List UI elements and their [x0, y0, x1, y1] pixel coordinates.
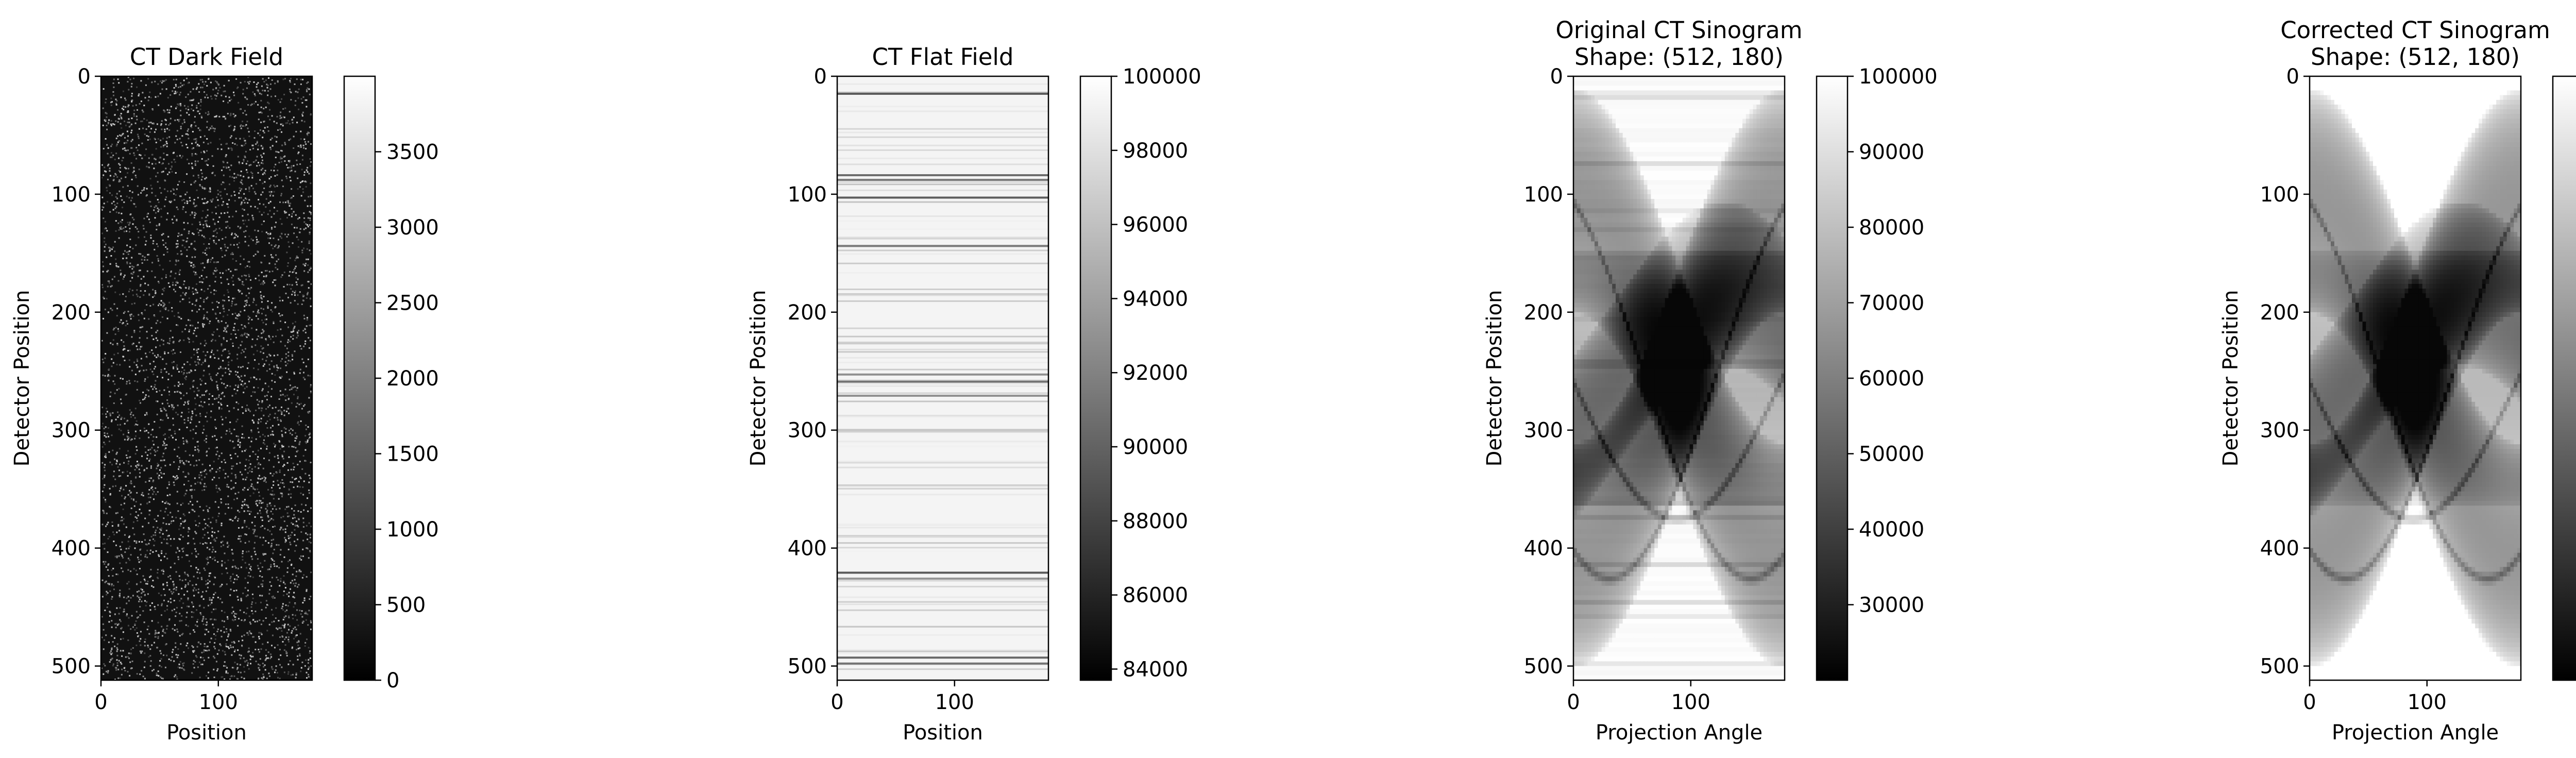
heatmap-image	[837, 76, 1048, 680]
colorbar-tick-label: 40000	[1859, 518, 1924, 542]
colorbar-tick-label: 86000	[1123, 584, 1188, 608]
colorbar: 30000 40000 50000 60000 70000 80000 90000 10000…	[1816, 65, 1938, 681]
colorbar-tick-label: 90000	[1123, 435, 1188, 459]
y-axis-label: Detector Position	[10, 290, 34, 467]
x-tick-label: 100	[935, 690, 974, 714]
heatmap-image	[1573, 76, 1785, 681]
colorbar-tick-label: 3000	[386, 216, 439, 240]
x-tick-label: 0	[2303, 690, 2316, 714]
colorbar-tick-label: 88000	[1123, 510, 1188, 533]
chart-title: Original CT Sinogram	[1555, 16, 1802, 44]
colorbar-tick-label: 84000	[1123, 658, 1188, 681]
colorbar-tick-label: 30000	[1859, 594, 1924, 617]
y-tick-label: 500	[52, 655, 91, 679]
y-tick-label: 300	[1524, 419, 1563, 443]
y-tick-label: 200	[1524, 301, 1563, 325]
colorbar-tick-label: 0	[386, 669, 399, 693]
y-tick-label: 400	[2260, 537, 2299, 561]
colorbar-gradient	[2552, 75, 2576, 681]
colorbar-tick-label: 3500	[386, 141, 439, 164]
axes-frame	[836, 75, 1049, 681]
colorbar-gradient	[343, 75, 376, 681]
axes-frame	[1572, 75, 1786, 681]
colorbar-gradient	[1079, 75, 1112, 681]
y-axis-label: Detector Position	[747, 290, 770, 467]
colorbar: 0 500 1000 1500 2000 2500 3000 3500	[343, 75, 439, 693]
heatmap-image	[101, 76, 312, 680]
colorbar-tick-label: 92000	[1123, 361, 1188, 385]
colorbar-tick-label: 100000	[1123, 65, 1201, 89]
axes-frame	[2309, 75, 2522, 681]
colorbar: 84000 86000 88000 90000 92000 94000 96000 98000…	[1079, 65, 1201, 681]
x-axis-label: Position	[166, 721, 247, 745]
y-tick-label: 500	[2260, 655, 2299, 679]
colorbar-tick-label: 100000	[1859, 65, 1938, 89]
colorbar-tick-label: 1000	[386, 518, 439, 542]
colorbar-tick-label: 96000	[1123, 213, 1188, 237]
colorbar-tick-label: 94000	[1123, 287, 1188, 311]
y-tick-label: 300	[52, 419, 91, 443]
y-tick-label: 400	[52, 537, 91, 561]
colorbar-tick-label: 2500	[386, 292, 439, 315]
chart-title: CT Flat Field	[872, 43, 1014, 71]
y-tick-label: 300	[788, 419, 827, 443]
x-axis-label: Position	[903, 721, 983, 745]
y-tick-label: 400	[1524, 537, 1563, 561]
y-tick-label: 0	[78, 65, 91, 89]
colorbar-tick-label: 60000	[1859, 367, 1924, 391]
y-tick-label: 200	[788, 301, 827, 325]
y-tick-label: 0	[1550, 65, 1563, 89]
x-tick-label: 100	[2408, 690, 2447, 714]
chart-title: Shape: (512, 180)	[2311, 43, 2520, 71]
x-tick-label: 0	[94, 690, 107, 714]
colorbar-tick-label: 70000	[1859, 292, 1924, 315]
colorbar-tick-label: 2000	[386, 367, 439, 391]
heatmap-image	[2310, 76, 2521, 681]
x-axis-label: Projection Angle	[2332, 721, 2499, 745]
chart-title: CT Dark Field	[130, 43, 283, 71]
chart-title: Corrected CT Sinogram	[2280, 16, 2550, 44]
y-tick-label: 100	[2260, 183, 2299, 207]
colorbar-tick-label: 1500	[386, 443, 439, 466]
axes-frame	[100, 75, 313, 681]
y-axis-label: Detector Position	[1483, 290, 1506, 467]
y-tick-label: 100	[52, 183, 91, 207]
colorbar-gradient	[1816, 75, 1849, 681]
colorbar-tick-label: 500	[386, 594, 426, 617]
y-tick-label: 500	[1524, 655, 1563, 679]
y-tick-label: 0	[2286, 65, 2299, 89]
y-axis-label: Detector Position	[2219, 290, 2243, 467]
colorbar: 0.30.40.50.60.70.80.91	[2552, 75, 2576, 681]
x-tick-label: 0	[831, 690, 843, 714]
colorbar-tick-label: 90000	[1859, 141, 1924, 164]
y-tick-label: 100	[788, 183, 827, 207]
y-tick-label: 200	[52, 301, 91, 325]
colorbar-tick-label: 80000	[1859, 216, 1924, 240]
colorbar-tick-label: 50000	[1859, 443, 1924, 466]
y-tick-label: 200	[2260, 301, 2299, 325]
y-tick-label: 500	[788, 655, 827, 679]
y-tick-label: 300	[2260, 419, 2299, 443]
colorbar-tick-label: 98000	[1123, 139, 1188, 163]
x-tick-label: 100	[1671, 690, 1710, 714]
chart-title: Shape: (512, 180)	[1574, 43, 1784, 71]
x-tick-label: 0	[1567, 690, 1580, 714]
y-tick-label: 400	[788, 537, 827, 561]
y-tick-label: 0	[814, 65, 827, 89]
y-tick-label: 100	[1524, 183, 1563, 207]
x-axis-label: Projection Angle	[1596, 721, 1762, 745]
x-tick-label: 100	[199, 690, 238, 714]
